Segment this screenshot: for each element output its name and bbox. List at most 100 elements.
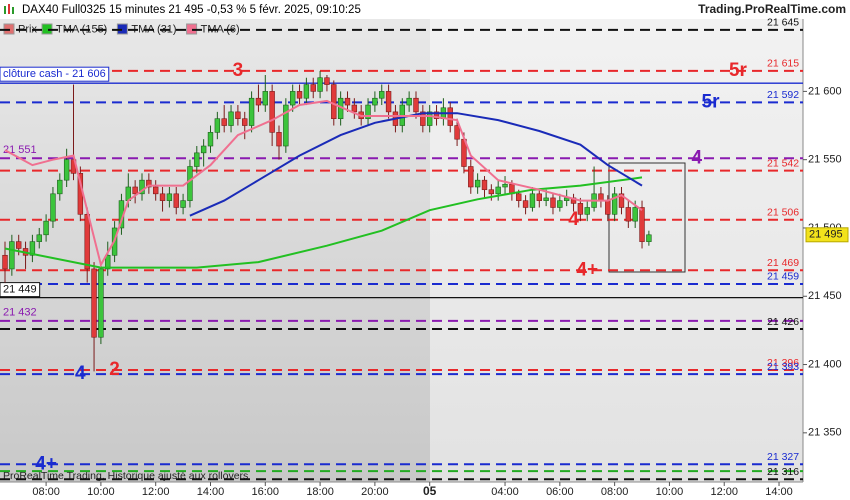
candle-body (625, 207, 632, 222)
level-label: 21 469 (767, 257, 799, 269)
x-tick-label: 14:00 (197, 486, 225, 498)
x-tick-label: 08:00 (32, 486, 60, 498)
candle-body (385, 91, 392, 113)
legend-label: TMA (6) (201, 23, 240, 35)
candle-body (36, 234, 42, 242)
candle-body (365, 104, 371, 120)
x-tick-label: 04:00 (491, 486, 519, 498)
candle-body (228, 111, 234, 126)
candle-body (289, 91, 296, 106)
candle-body (344, 97, 351, 106)
level-label-box (0, 66, 110, 82)
candle-body (502, 183, 508, 188)
candle-body (214, 118, 221, 133)
candle-body (488, 189, 495, 195)
candle-body (529, 193, 536, 208)
plot-background (430, 19, 803, 482)
level-label: 21 327 (767, 451, 799, 463)
candle-body (639, 207, 645, 242)
x-tick-label: 10:00 (87, 486, 115, 498)
x-tick-label: 12:00 (710, 486, 738, 498)
candle-body (468, 166, 474, 188)
annotation: 4 (692, 147, 703, 168)
annotation: 4 (75, 363, 86, 384)
candle-body (187, 166, 193, 201)
candle-body (200, 145, 207, 154)
x-tick-label: 06:00 (546, 486, 574, 498)
candle-body (632, 207, 638, 222)
x-tick-label: 10:00 (656, 486, 684, 498)
ma-line (189, 112, 643, 217)
plot-background (0, 19, 430, 482)
candle-body (235, 111, 241, 120)
candle-body (84, 214, 90, 270)
level-label: 21 396 (767, 357, 799, 369)
candle-body (29, 241, 36, 256)
level-label: 21 615 (767, 58, 799, 70)
candle-body (132, 186, 138, 195)
annotation: 4+ (35, 453, 57, 474)
annotation: 4 (568, 209, 579, 230)
source: Trading.ProRealTime.com (698, 2, 846, 16)
candle-body (454, 125, 460, 140)
candle-body (63, 159, 70, 181)
candle-body (646, 234, 652, 242)
level-label: 21 426 (767, 316, 799, 328)
ma-line (4, 176, 643, 269)
candle-body (146, 179, 152, 188)
x-tick-label: 08:00 (601, 486, 629, 498)
candle-body (255, 97, 262, 106)
candle-body (474, 179, 481, 188)
zone-box (608, 162, 686, 273)
candle-body (372, 97, 378, 106)
candle-body (15, 241, 22, 249)
candle-body (91, 268, 97, 338)
legend-label: Prix (18, 23, 37, 35)
candle-body (9, 241, 15, 270)
candle-body (433, 111, 440, 120)
logo (4, 4, 14, 14)
candle-body (557, 200, 563, 208)
candle-body (331, 84, 337, 120)
candle-body (324, 77, 330, 85)
candle-body (303, 84, 310, 99)
candle-body (516, 193, 522, 201)
candle-body (43, 220, 49, 236)
candle-body (481, 179, 488, 191)
x-tick-label: 14:00 (765, 486, 793, 498)
y-tick-label: 21 450 (808, 290, 842, 302)
candle-body (536, 193, 542, 201)
candle-body (276, 132, 282, 147)
level-label: 21 449 (3, 284, 37, 296)
candle-body (584, 207, 590, 215)
ma-line (4, 99, 643, 268)
candle-body (413, 97, 419, 113)
candle-body (420, 111, 426, 126)
candle-body (98, 268, 104, 338)
candle-body (262, 91, 268, 106)
candle-body (495, 186, 501, 195)
candle-body (317, 77, 323, 92)
y-tick-label: 21 550 (808, 154, 842, 166)
x-tick-label: 12:00 (142, 486, 170, 498)
y-tick-label: 21 600 (808, 85, 842, 97)
level-label: 21 506 (767, 207, 799, 219)
candle-body (351, 104, 358, 113)
candle-body (139, 179, 145, 195)
x-tick-label: 05 (423, 484, 437, 498)
candle-body (605, 200, 611, 215)
candle-body (543, 197, 549, 201)
annotation: 5r (702, 91, 721, 112)
level-label: 21 551 (3, 144, 37, 156)
annotation: 2 (109, 359, 120, 380)
y-tick-label: 21 350 (808, 427, 842, 439)
candle-body (159, 193, 166, 201)
level-label: 21 645 (767, 17, 799, 29)
x-tick-label: 16:00 (252, 486, 280, 498)
y-tick-label: 21 400 (808, 358, 842, 370)
candle-body (283, 104, 289, 147)
candle-body (550, 197, 556, 208)
candle-body (618, 193, 625, 208)
annotation: 3 (233, 60, 244, 81)
candle-body (242, 118, 248, 126)
